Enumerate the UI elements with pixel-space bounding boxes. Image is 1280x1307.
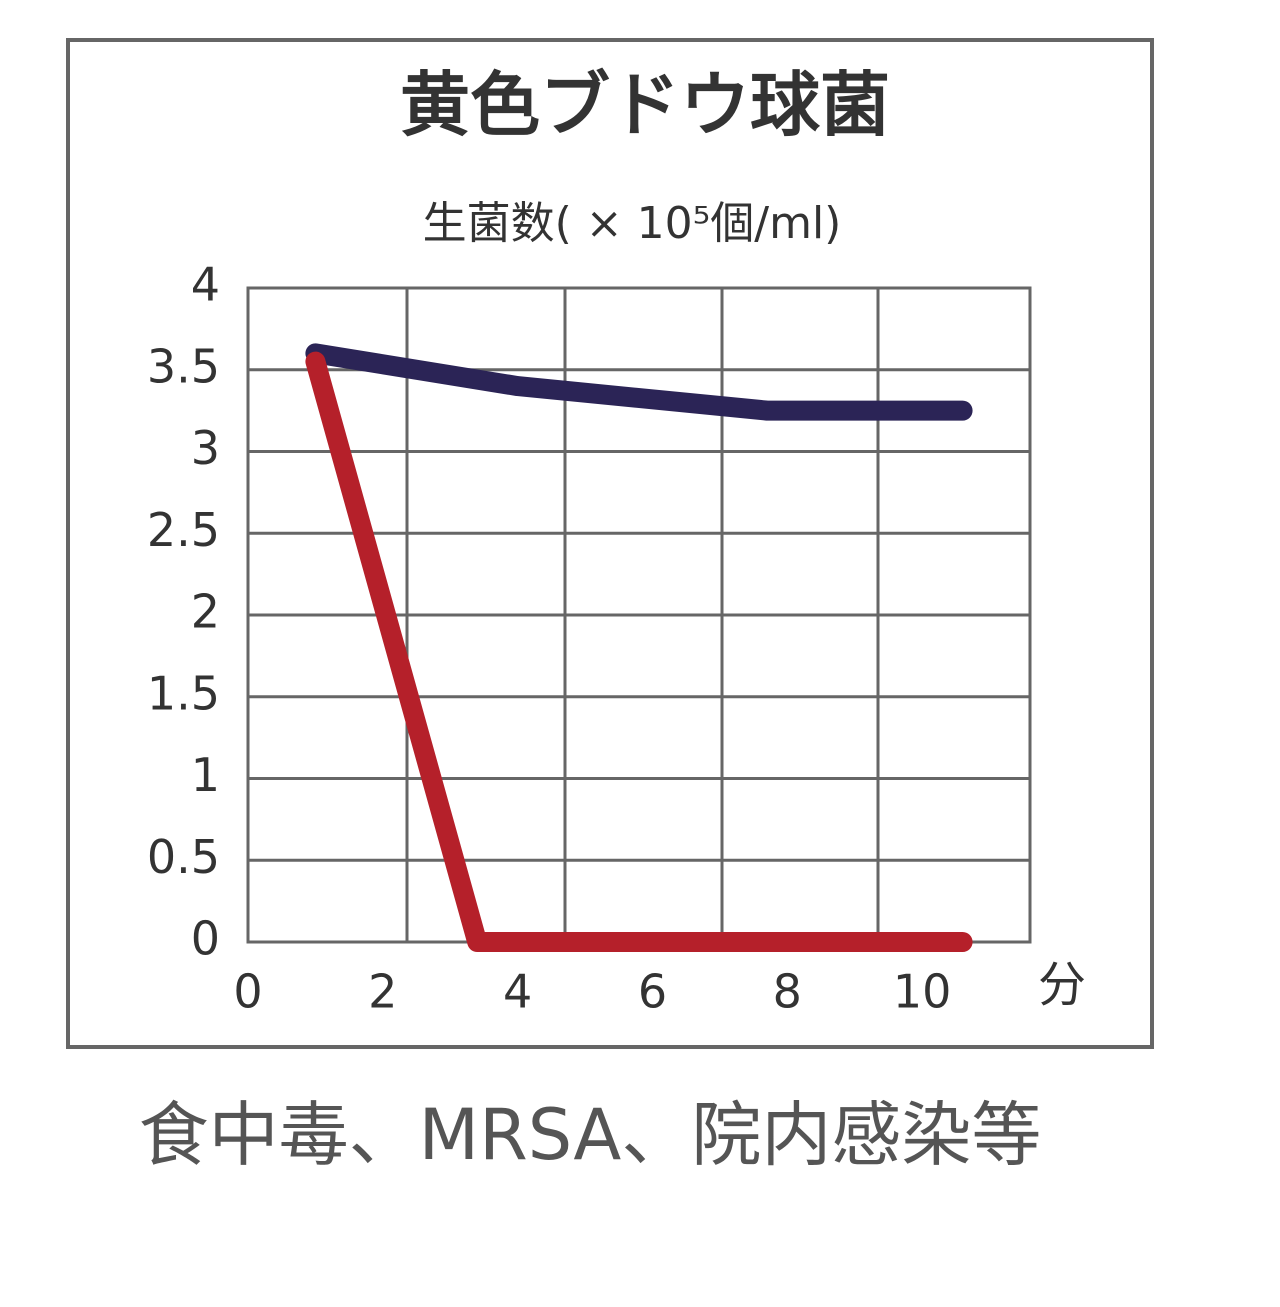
- chart-title: 黄色ブドウ球菌: [400, 64, 890, 146]
- y-tick-label: 4: [191, 258, 220, 312]
- x-tick-label: 2: [368, 965, 397, 1019]
- x-tick-label: 4: [503, 965, 532, 1019]
- y-tick-label: 3: [191, 421, 220, 475]
- x-tick-label: 10: [893, 965, 952, 1019]
- series-line: [305, 351, 973, 952]
- series-line: [305, 343, 973, 421]
- chart-frame: [66, 38, 1154, 1049]
- y-tick-label: 1.5: [147, 666, 220, 720]
- x-tick-label: 0: [233, 965, 262, 1019]
- y-axis-label: 生菌数( × 10⁵個/ml): [423, 198, 842, 249]
- y-tick-label: 1: [191, 748, 220, 802]
- y-tick-label: 0.5: [147, 830, 220, 884]
- caption: 食中毒、MRSA、院内感染等: [139, 1094, 1042, 1176]
- x-unit-label: 分: [1038, 957, 1086, 1013]
- x-tick-label: 6: [638, 965, 667, 1019]
- y-tick-label: 2.5: [147, 503, 220, 557]
- x-tick-label: 8: [773, 965, 802, 1019]
- y-tick-label: 2: [191, 585, 220, 639]
- y-tick-label: 3.5: [147, 339, 220, 393]
- y-tick-label: 0: [191, 912, 220, 966]
